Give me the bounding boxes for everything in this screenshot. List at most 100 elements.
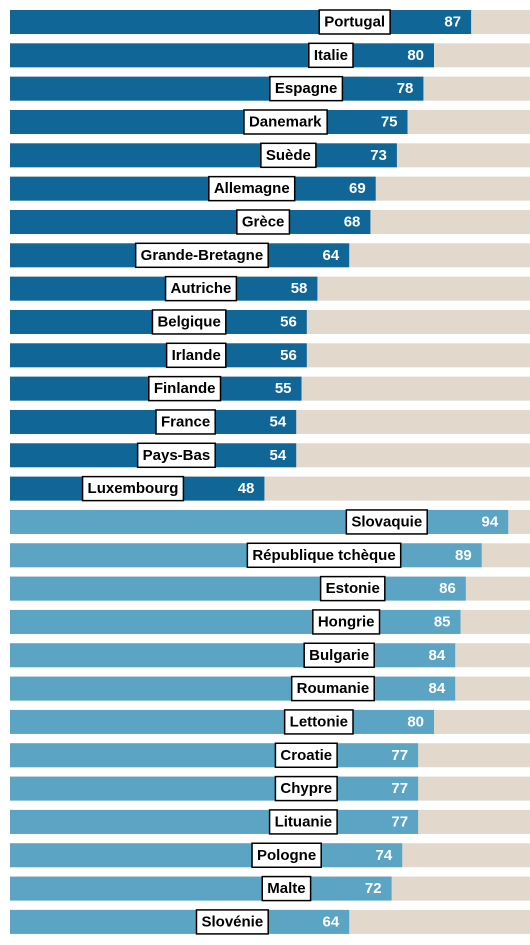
label-box: [148, 375, 222, 402]
bar: [10, 876, 392, 901]
label-box: [246, 542, 402, 569]
value-label: 80: [407, 713, 424, 730]
label-box: [345, 509, 428, 535]
bar: [10, 109, 408, 134]
label-box: [236, 209, 291, 235]
label-box: [318, 9, 391, 35]
value-label: 87: [444, 14, 461, 31]
category-label: Finlande: [154, 380, 216, 397]
label-box: [303, 642, 375, 669]
category-label: France: [161, 413, 210, 430]
bar: [10, 143, 397, 168]
value-label: 68: [344, 213, 361, 230]
bar: [10, 43, 434, 68]
bar: [10, 276, 318, 301]
category-label: Espagne: [275, 80, 338, 97]
value-label: 89: [455, 547, 472, 564]
bar: [10, 909, 350, 934]
category-label: Italie: [314, 47, 348, 64]
category-label: Irlande: [172, 347, 221, 364]
category-label: Slovaquie: [351, 513, 422, 530]
bar: [10, 509, 509, 534]
value-label: 64: [323, 247, 340, 264]
value-label: 58: [291, 280, 308, 297]
label-box: [251, 842, 322, 868]
label-box: [319, 575, 386, 602]
label-box: [208, 175, 296, 202]
category-label: Belgique: [157, 313, 220, 330]
label-box: [136, 442, 216, 469]
value-label: 56: [280, 347, 297, 364]
category-label: Malte: [267, 880, 305, 897]
label-box: [134, 242, 269, 269]
value-label: 75: [381, 113, 398, 130]
value-label: 84: [429, 647, 446, 664]
bar: [10, 76, 424, 101]
category-label: République tchèque: [252, 547, 395, 564]
label-box: [274, 742, 338, 769]
value-label: 77: [391, 747, 408, 764]
bar: [10, 543, 482, 568]
category-label: Danemark: [249, 113, 322, 130]
value-label: 94: [482, 513, 499, 530]
value-label: 54: [270, 447, 287, 464]
category-label: Pologne: [257, 847, 316, 864]
label-box: [268, 809, 338, 835]
value-label: 48: [238, 480, 255, 497]
value-label: 77: [391, 813, 408, 830]
category-label: Lettonie: [290, 713, 348, 730]
bar: [10, 776, 419, 801]
bar: [10, 409, 297, 434]
value-label: 73: [370, 147, 387, 164]
category-label: Suède: [266, 147, 311, 164]
bar: [10, 209, 371, 234]
bar: [10, 809, 419, 834]
label-box: [261, 875, 312, 902]
category-label: Slovénie: [201, 913, 263, 930]
category-label: Pays-Bas: [143, 447, 211, 464]
value-label: 64: [323, 913, 340, 930]
label-box: [260, 142, 317, 169]
value-label: 85: [434, 613, 451, 630]
category-label: Luxembourg: [88, 480, 179, 497]
bar: [10, 343, 307, 368]
value-label: 86: [439, 580, 456, 597]
label-box: [151, 309, 227, 335]
category-label: Portugal: [324, 14, 385, 31]
value-label: 77: [391, 780, 408, 797]
category-label: Autriche: [171, 280, 232, 297]
label-box: [269, 75, 344, 102]
label-box: [195, 909, 269, 935]
label-box: [165, 342, 227, 369]
value-label: 55: [275, 380, 292, 397]
category-label: Allemagne: [214, 180, 290, 197]
value-label: 80: [407, 47, 424, 64]
label-box: [308, 42, 354, 69]
bar: [10, 10, 472, 34]
category-label: Estonie: [326, 580, 380, 597]
label-box: [155, 409, 216, 435]
label-box: [283, 709, 354, 735]
value-label: 56: [280, 313, 297, 330]
value-label: 72: [365, 880, 382, 897]
category-label: Bulgarie: [309, 647, 369, 664]
bar: [10, 176, 376, 201]
bar: [10, 576, 466, 601]
category-label: Grèce: [242, 213, 285, 230]
value-label: 84: [429, 680, 446, 697]
category-label: Roumanie: [297, 680, 370, 697]
label-box: [290, 675, 375, 702]
category-label: Grande-Bretagne: [141, 247, 264, 264]
label-box: [312, 609, 381, 635]
label-box: [81, 475, 185, 502]
bar: [10, 743, 419, 768]
bar: [10, 643, 456, 668]
bar: [10, 609, 461, 634]
label-box: [243, 109, 328, 135]
category-label: Hongrie: [318, 613, 375, 630]
value-label: 74: [376, 847, 393, 864]
bar: [10, 843, 403, 868]
label-box: [164, 275, 238, 302]
category-label: Chypre: [280, 780, 332, 797]
